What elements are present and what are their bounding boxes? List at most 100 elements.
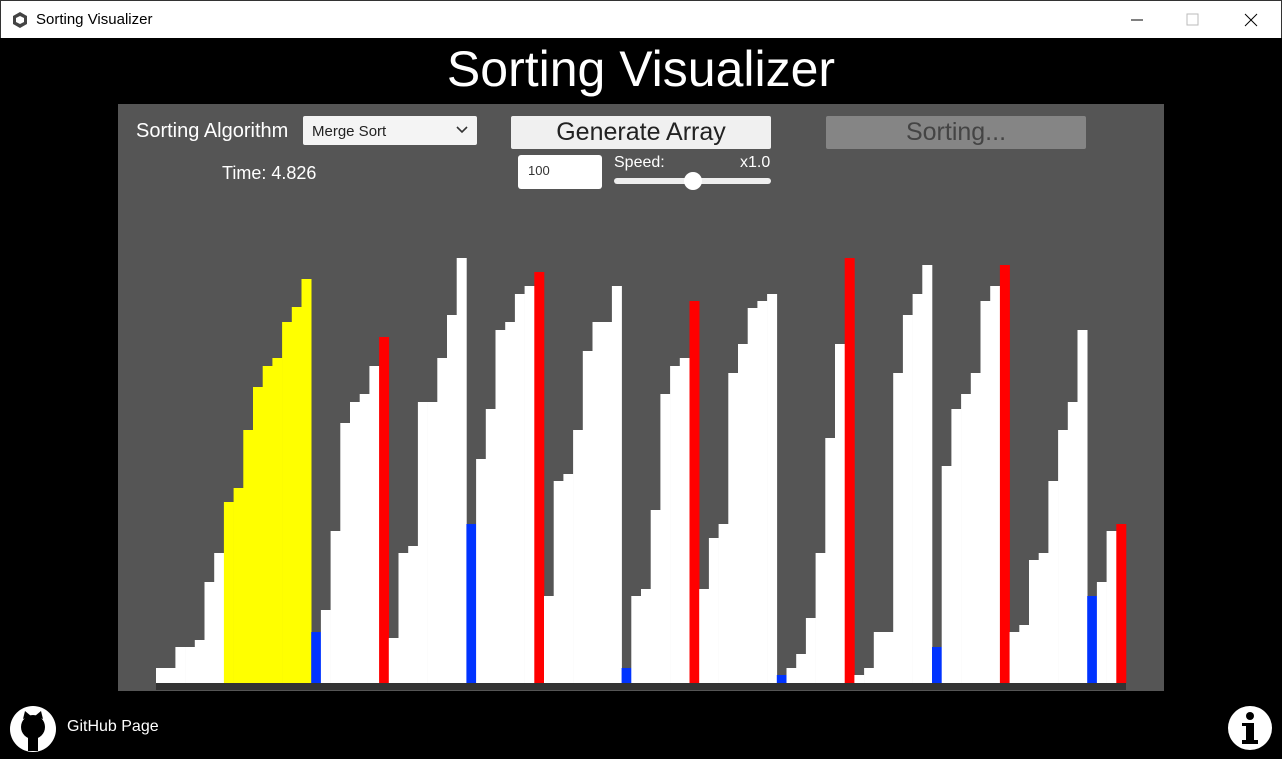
array-bar (835, 344, 845, 683)
array-bar (165, 668, 176, 683)
array-bar (932, 647, 942, 683)
array-bar (243, 430, 254, 683)
array-bar (825, 438, 836, 683)
array-bar (476, 459, 487, 683)
array-bar (524, 286, 535, 683)
array-bar (922, 265, 933, 683)
array-bar (379, 337, 390, 683)
array-bar (1077, 330, 1088, 683)
array-bar (427, 402, 438, 683)
array-bar (156, 668, 166, 683)
array-bar (641, 589, 651, 683)
array-bar (514, 294, 525, 683)
array-bar (408, 546, 419, 683)
generate-button[interactable]: Generate Array (511, 116, 771, 149)
array-bar (1048, 481, 1059, 683)
array-bar (679, 358, 690, 683)
array-bar (398, 553, 409, 683)
array-bar (262, 366, 273, 683)
window-title: Sorting Visualizer (36, 11, 153, 28)
array-bar (757, 301, 768, 683)
window-controls[interactable] (1121, 9, 1271, 31)
array-bar (844, 258, 855, 683)
array-bar (951, 409, 962, 683)
array-bar (253, 387, 263, 683)
array-bar (670, 366, 681, 683)
array-bar (223, 502, 234, 683)
array-bar (854, 675, 865, 683)
array-bar (466, 524, 477, 683)
array-bar (544, 596, 554, 683)
array-bar (893, 373, 904, 683)
array-bar (621, 668, 632, 683)
app-title: Sorting Visualizer (446, 41, 836, 97)
speed-label: Speed: (614, 154, 665, 171)
array-bar (185, 647, 196, 683)
array-bar (815, 553, 826, 683)
array-bar (214, 553, 225, 683)
array-bar (970, 373, 981, 683)
array-bar (912, 294, 923, 683)
sort-button[interactable]: Sorting... (826, 116, 1086, 149)
dropdown-value: Merge Sort (312, 123, 387, 140)
array-bar (330, 531, 341, 683)
array-bar (611, 286, 622, 683)
array-bar (563, 474, 574, 683)
array-bar (359, 394, 370, 683)
array-bar (660, 394, 671, 683)
array-bar (340, 423, 351, 683)
time-text: Time: 4.826 (222, 163, 317, 183)
array-bar (689, 301, 700, 683)
array-bar (1096, 582, 1107, 683)
baseline (156, 683, 1126, 690)
array-bar (718, 524, 729, 683)
array-bar (320, 610, 331, 683)
array-bar (999, 265, 1010, 683)
array-bar (350, 402, 360, 683)
array-bar (650, 510, 661, 683)
array-bar (194, 640, 205, 683)
array-bar (776, 675, 787, 683)
array-bar (1067, 402, 1078, 683)
array-bar (233, 488, 244, 683)
speed-slider[interactable] (614, 172, 771, 190)
array-bar (447, 315, 457, 683)
slider-knob[interactable] (683, 172, 702, 190)
array-bar (1058, 430, 1069, 683)
github-icon[interactable] (9, 705, 57, 753)
info-button[interactable] (1227, 705, 1273, 751)
array-bar (767, 294, 778, 683)
algorithm-label: Sorting Algorithm (136, 120, 289, 142)
title-bar: Sorting Visualizer (0, 0, 1282, 38)
array-bar (1029, 560, 1039, 683)
array-bar (456, 258, 467, 683)
array-bar (805, 618, 816, 683)
array-bar (990, 286, 1001, 683)
array-bar (573, 430, 584, 683)
speed-value: x1.0 (740, 154, 771, 171)
array-bar (291, 307, 302, 683)
app-icon (13, 12, 27, 28)
array-bar (1038, 553, 1049, 683)
array-bar (902, 315, 913, 683)
array-bar (602, 322, 613, 683)
array-bar (708, 538, 719, 683)
array-bar (747, 308, 758, 683)
array-bar (175, 647, 186, 683)
array-bar (961, 394, 972, 683)
array-bar (534, 272, 545, 683)
array-bar (301, 279, 312, 683)
array-bar (941, 466, 952, 683)
array-bar (1009, 632, 1020, 683)
array-bar (311, 632, 322, 683)
algorithm-dropdown[interactable]: Merge Sort (303, 116, 477, 145)
array-bar (1087, 596, 1098, 683)
array-bar (883, 632, 894, 683)
github-link[interactable]: GitHub Page (67, 718, 159, 735)
array-bar (796, 654, 807, 683)
array-bar (282, 322, 293, 683)
array-bar (495, 330, 506, 683)
size-input[interactable]: 100 (518, 155, 602, 189)
array-bar (864, 668, 875, 683)
